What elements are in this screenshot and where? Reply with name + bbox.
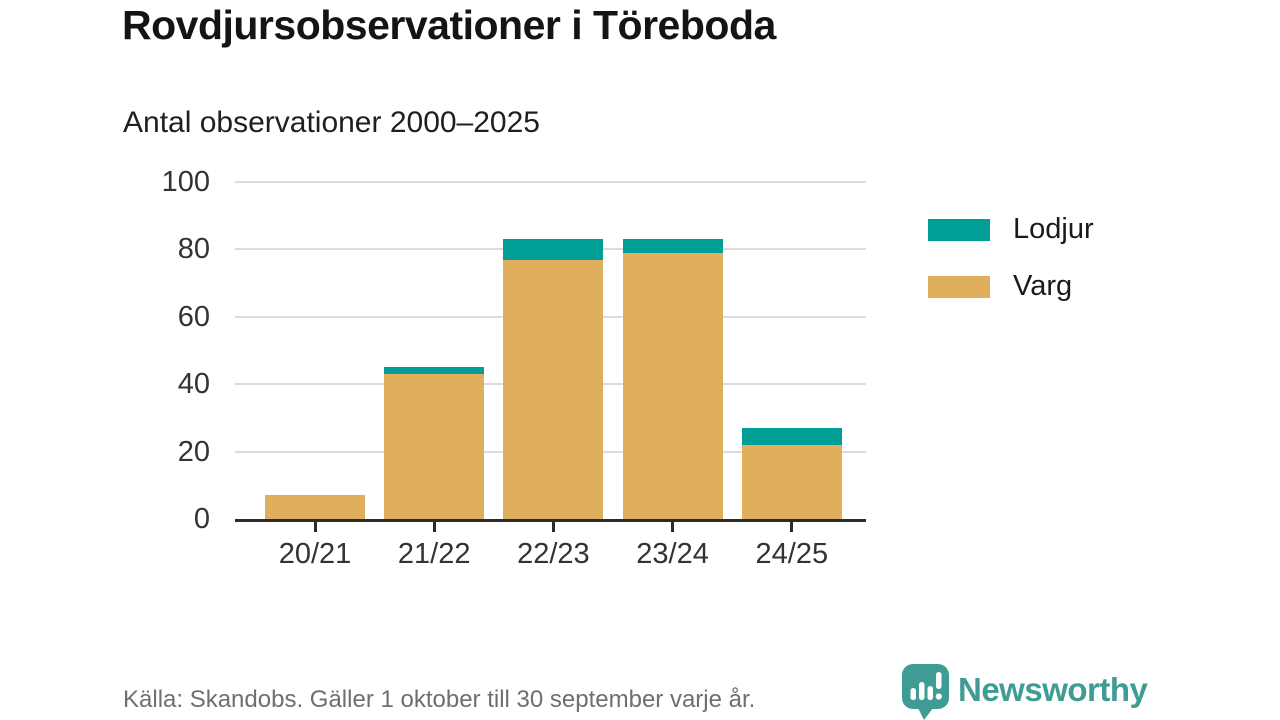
legend-swatch-varg: [928, 275, 990, 298]
gridline-100: [235, 181, 866, 183]
newsworthy-wordmark: Newsworthy: [958, 671, 1148, 708]
bar-segment-varg-23-24: [622, 252, 723, 519]
y-axis-tick-label: 20: [177, 435, 210, 468]
bar-segment-lodjur-23-24: [622, 239, 723, 253]
legend: Lodjur Varg: [928, 213, 1094, 303]
legend-label-lodjur: Lodjur: [1013, 213, 1094, 245]
x-axis-category-label: 24/25: [755, 538, 829, 570]
x-axis-tick: [671, 522, 675, 532]
chart-subtitle: Antal observationer 2000–2025: [123, 106, 540, 139]
x-axis-category-label: 21/22: [397, 538, 471, 570]
x-axis-tick: [432, 522, 436, 532]
y-axis-tick-label: 60: [177, 300, 210, 333]
bar-segment-varg-22-23: [503, 259, 604, 519]
x-axis-category-label: 20/21: [278, 538, 352, 570]
bar-segment-lodjur-24-25: [741, 428, 842, 445]
x-axis-category-label: 23/24: [636, 538, 709, 570]
source-note: Källa: Skandobs. Gäller 1 oktober till 3…: [123, 686, 756, 713]
legend-swatch-lodjur: [928, 218, 990, 241]
bar-segment-varg-20-21: [265, 495, 365, 519]
bar-segment-varg-24-25: [741, 444, 842, 519]
x-axis-tick: [313, 522, 317, 532]
y-axis-tick-label: 40: [177, 368, 210, 401]
legend-label-varg: Varg: [1013, 270, 1073, 302]
bar-segment-lodjur-22-23: [503, 239, 604, 260]
x-axis-line: [235, 519, 866, 522]
y-axis-tick-label: 0: [193, 503, 210, 535]
y-axis-tick-label: 80: [177, 233, 210, 266]
y-axis-tick-label: 100: [161, 166, 210, 198]
chart-title: Rovdjursobservationer i Töreboda: [122, 2, 776, 48]
x-axis-tick: [790, 522, 794, 532]
bar-segment-lodjur-21-22: [384, 367, 485, 375]
x-axis-category-label: 22/23: [517, 538, 590, 570]
newsworthy-logo-icon: [902, 664, 949, 720]
bar-segment-varg-21-22: [384, 374, 485, 519]
x-axis-tick: [551, 522, 555, 532]
legend-item-lodjur: Lodjur: [928, 213, 1094, 246]
legend-item-varg: Varg: [928, 270, 1094, 303]
